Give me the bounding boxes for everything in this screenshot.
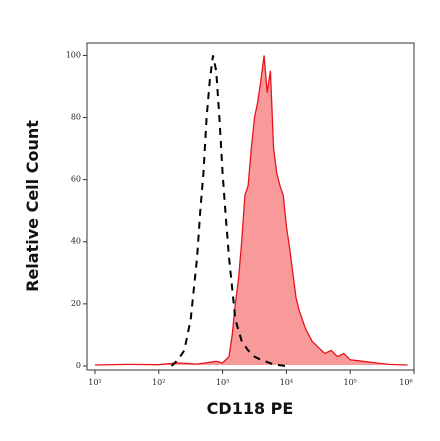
y-tick-label: 80 <box>71 113 81 122</box>
x-tick-label: 10⁴ <box>280 378 293 387</box>
y-tick-label: 0 <box>76 361 81 370</box>
x-tick-label: 10⁶ <box>399 378 412 387</box>
x-tick-label: 10¹ <box>88 378 101 387</box>
y-tick-label: 60 <box>71 175 81 184</box>
histogram-line <box>170 55 287 367</box>
x-tick-label: 10⁵ <box>343 378 356 387</box>
plot-frame <box>86 42 415 371</box>
x-axis-title: CD118 PE <box>207 399 294 418</box>
y-tick-label: 20 <box>71 299 81 308</box>
histogram-line <box>94 55 408 366</box>
x-tick-label: 10² <box>152 378 165 387</box>
y-tick-label: 40 <box>71 237 81 246</box>
y-axis-title: Relative Cell Count <box>23 120 42 292</box>
x-tick-label: 10³ <box>216 378 229 387</box>
y-tick-label: 100 <box>66 50 81 59</box>
